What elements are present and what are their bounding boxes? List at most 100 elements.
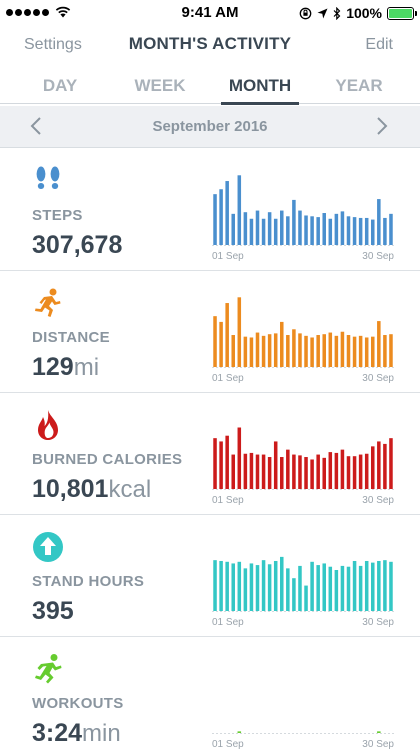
chart-bar xyxy=(352,217,357,245)
chart-bar xyxy=(377,199,381,245)
tab-month[interactable]: MONTH xyxy=(228,76,292,95)
active-tab-indicator xyxy=(221,102,299,105)
tab-week[interactable]: WEEK xyxy=(134,76,186,95)
workouts-bar-chart: 01 Sep 30 Sep xyxy=(212,731,394,750)
signal-dots xyxy=(6,8,49,16)
chevron-left-icon[interactable] xyxy=(26,115,48,137)
chart-bar xyxy=(237,427,242,489)
chart-bar xyxy=(292,578,296,611)
chart-bar xyxy=(298,455,302,489)
chart-bar xyxy=(340,211,345,245)
chart-bar xyxy=(237,175,242,245)
chart-bar xyxy=(383,335,387,367)
chart-bar xyxy=(280,210,284,245)
metric-number: 307,678 xyxy=(32,231,123,259)
chart-bar xyxy=(322,334,326,367)
chart-bar xyxy=(322,213,326,245)
chart-bar xyxy=(346,456,351,489)
chart-bar xyxy=(334,335,339,367)
chart-bar xyxy=(334,570,339,611)
chart-bar xyxy=(358,217,363,245)
chart-bar xyxy=(298,333,302,367)
chart-bar xyxy=(310,459,314,489)
chart-bar xyxy=(255,565,260,611)
chart-bar xyxy=(261,218,266,245)
chart-bar xyxy=(340,331,345,367)
metric-value: 129mi xyxy=(32,353,99,382)
edit-button[interactable]: Edit xyxy=(365,36,393,53)
chart-bar xyxy=(377,560,381,611)
metric-row-workouts[interactable]: WORKOUTS 3:24min 01 Sep 30 Sep xyxy=(0,637,420,750)
chart-bar xyxy=(346,216,351,245)
chart-bar xyxy=(322,457,326,489)
metric-value: 3:24min xyxy=(32,719,121,748)
chart-bar xyxy=(219,441,223,489)
chart-bar xyxy=(358,454,363,489)
metric-value: 307,678 xyxy=(32,231,122,260)
chart-bar xyxy=(213,438,217,489)
chart-bar xyxy=(310,216,314,245)
chart-bar xyxy=(213,194,217,245)
chart-bar xyxy=(316,454,320,489)
metric-unit: mi xyxy=(73,354,100,381)
chart-bar xyxy=(267,212,272,245)
metric-number: 395 xyxy=(32,597,74,625)
x-tick-label: 30 Sep xyxy=(362,251,394,262)
chart-bar xyxy=(383,443,387,489)
metric-row-calories[interactable]: BURNED CALORIES 10,801kcal 01 Sep 30 Sep xyxy=(0,393,420,515)
x-tick-label: 30 Sep xyxy=(362,373,394,384)
chart-bar xyxy=(292,329,296,367)
wifi-icon xyxy=(55,6,71,18)
chart-bar xyxy=(304,585,308,611)
x-tick-label: 30 Sep xyxy=(362,495,394,506)
chart-bar xyxy=(328,332,333,367)
metric-row-steps[interactable]: STEPS 307,678 01 Sep 30 Sep xyxy=(0,149,420,271)
chart-bar xyxy=(298,565,302,611)
metric-row-stand-hours[interactable]: STAND HOURS 395 01 Sep 30 Sep xyxy=(0,515,420,637)
chart-bar xyxy=(273,218,278,245)
stand-arrow-icon xyxy=(33,532,63,562)
x-tick-label: 01 Sep xyxy=(212,495,244,506)
chevron-right-icon[interactable] xyxy=(370,115,392,137)
workout-runner-icon xyxy=(35,654,62,684)
metric-value: 10,801kcal xyxy=(32,475,151,504)
chart-bar xyxy=(219,189,223,245)
chart-bar xyxy=(377,731,381,733)
chart-bar xyxy=(243,212,248,245)
chart-bar xyxy=(231,454,235,489)
metric-name: DISTANCE xyxy=(32,329,110,346)
lock-rotation-icon xyxy=(299,7,312,19)
metric-name: STAND HOURS xyxy=(32,573,145,590)
metric-name: BURNED CALORIES xyxy=(32,451,183,468)
chart-bar xyxy=(310,561,314,611)
settings-button[interactable]: Settings xyxy=(24,36,82,53)
chart-bar xyxy=(249,452,254,489)
battery-level xyxy=(389,8,412,18)
chart-bar xyxy=(231,563,235,611)
tab-year[interactable]: YEAR xyxy=(335,76,383,95)
x-tick-label: 30 Sep xyxy=(362,739,394,750)
metric-number: 3:24 xyxy=(32,719,83,747)
chart-bar xyxy=(231,335,235,367)
chart-bar xyxy=(280,457,284,489)
chart-bar xyxy=(237,561,242,611)
chart-bar xyxy=(249,218,254,245)
chart-bar xyxy=(243,568,248,611)
x-tick-label: 01 Sep xyxy=(212,739,244,750)
chart-bar xyxy=(310,337,314,367)
chart-bar xyxy=(328,452,333,489)
chart-bar xyxy=(286,568,290,611)
chart-bar xyxy=(334,213,339,245)
chart-bar xyxy=(316,565,320,611)
chart-bar xyxy=(267,564,272,611)
chart-bar xyxy=(255,332,260,367)
chart-bar xyxy=(243,336,248,367)
navigation-bar: Settings MONTH'S ACTIVITY Edit xyxy=(0,28,420,62)
chart-bar xyxy=(280,321,284,367)
tab-day[interactable]: DAY xyxy=(42,76,78,95)
location-arrow-icon xyxy=(317,8,328,18)
steps-bar-chart: 01 Sep 30 Sep xyxy=(212,175,394,262)
metric-row-distance[interactable]: DISTANCE 129mi 01 Sep 30 Sep xyxy=(0,271,420,393)
battery-percent: 100% xyxy=(346,5,382,21)
chart-bar xyxy=(377,321,381,367)
